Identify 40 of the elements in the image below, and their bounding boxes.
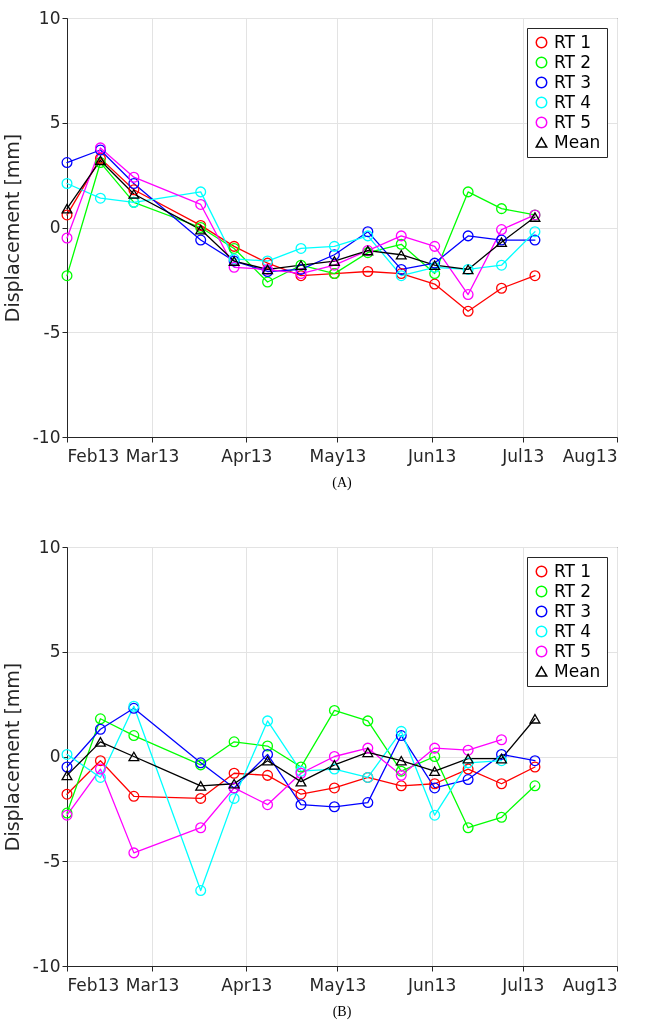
x-tick-label: May13 bbox=[309, 445, 367, 466]
legend-label: RT 4 bbox=[554, 620, 592, 641]
legend-label: Mean bbox=[554, 660, 601, 681]
x-tick-label: Jul13 bbox=[501, 445, 545, 466]
y-tick-label: 0 bbox=[49, 217, 61, 237]
legend-label: RT 5 bbox=[554, 640, 592, 661]
y-tick-label: -10 bbox=[32, 955, 61, 976]
x-tick-label: Feb13 bbox=[67, 974, 120, 995]
x-tick-label: Aug13 bbox=[562, 445, 618, 466]
y-tick-label: 10 bbox=[38, 536, 61, 557]
legend-label: RT 4 bbox=[554, 91, 592, 112]
y-tick-label: 0 bbox=[49, 746, 61, 766]
y-axis-title: Displacement [mm] bbox=[0, 662, 23, 852]
legend-label: RT 1 bbox=[554, 31, 592, 52]
text: (B) bbox=[332, 1004, 352, 1020]
x-tick-label: Aug13 bbox=[562, 974, 618, 995]
legend-label: RT 2 bbox=[554, 51, 592, 72]
legend-label: RT 5 bbox=[554, 111, 592, 132]
y-tick-label: 5 bbox=[49, 641, 61, 662]
text: (A) bbox=[332, 475, 353, 491]
legend-label: RT 2 bbox=[554, 580, 592, 601]
y-tick-label: 10 bbox=[38, 7, 61, 28]
legend-label: RT 3 bbox=[554, 71, 592, 92]
y-tick-label: -5 bbox=[43, 850, 61, 871]
y-tick-label: -5 bbox=[43, 321, 61, 342]
x-tick-label: Jun13 bbox=[407, 445, 457, 466]
x-tick-label: Apr13 bbox=[221, 445, 273, 466]
x-tick-label: Jun13 bbox=[407, 974, 457, 995]
legend-label: Mean bbox=[554, 131, 601, 152]
x-tick-label: May13 bbox=[309, 974, 367, 995]
y-axis-title: Displacement [mm] bbox=[0, 133, 23, 323]
legend-label: RT 3 bbox=[554, 600, 592, 621]
x-tick-label: Apr13 bbox=[221, 974, 273, 995]
x-tick-label: Feb13 bbox=[67, 445, 120, 466]
legend-label: RT 1 bbox=[554, 560, 592, 581]
y-tick-label: 5 bbox=[49, 112, 61, 133]
x-tick-label: Mar13 bbox=[125, 974, 180, 995]
x-tick-label: Jul13 bbox=[501, 974, 545, 995]
y-tick-label: -10 bbox=[32, 426, 61, 447]
x-tick-label: Mar13 bbox=[125, 445, 180, 466]
